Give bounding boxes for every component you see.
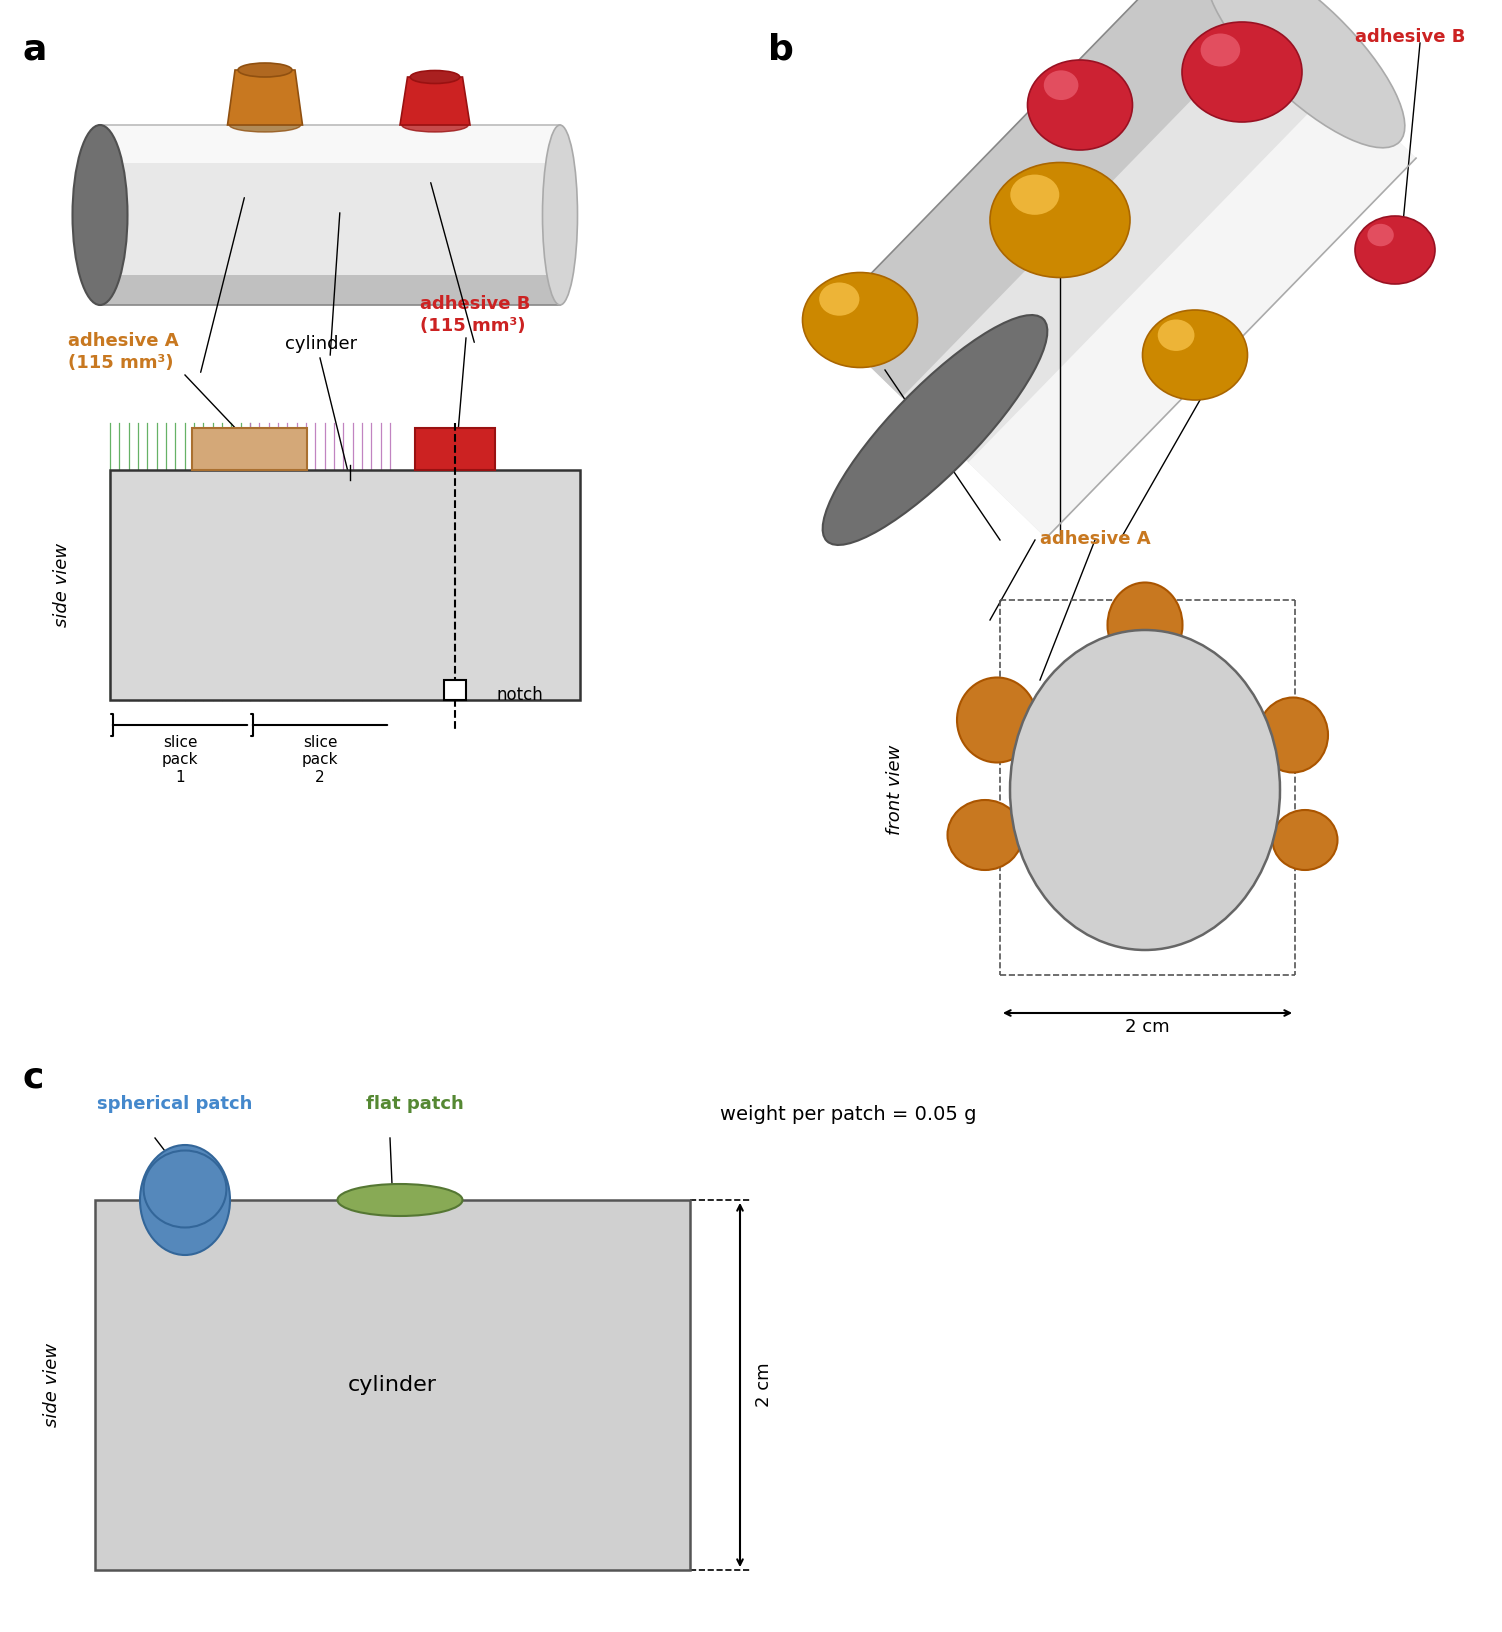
Text: flat patch: flat patch: [366, 1095, 464, 1113]
Polygon shape: [969, 83, 1416, 539]
Text: b: b: [768, 33, 795, 65]
Bar: [415, 428, 496, 470]
Ellipse shape: [1200, 34, 1241, 67]
Bar: [110, 470, 580, 700]
Bar: [192, 428, 306, 470]
Ellipse shape: [1027, 60, 1133, 150]
Bar: [445, 681, 466, 700]
Polygon shape: [825, 0, 1272, 398]
Ellipse shape: [1355, 215, 1434, 284]
Text: adhesive A: adhesive A: [68, 331, 179, 349]
Text: a: a: [23, 33, 47, 65]
Ellipse shape: [823, 315, 1047, 545]
Ellipse shape: [1044, 70, 1078, 100]
Polygon shape: [400, 77, 470, 126]
Ellipse shape: [237, 64, 291, 77]
Ellipse shape: [1143, 310, 1248, 400]
Text: spherical patch: spherical patch: [98, 1095, 252, 1113]
Ellipse shape: [72, 126, 128, 305]
Ellipse shape: [1107, 583, 1182, 667]
Text: cylinder: cylinder: [285, 335, 357, 353]
Ellipse shape: [1011, 175, 1059, 215]
Ellipse shape: [1205, 0, 1404, 149]
Bar: [95, 1200, 689, 1570]
Text: adhesive B: adhesive B: [421, 295, 530, 313]
Text: adhesive A: adhesive A: [1039, 530, 1151, 548]
Text: front view: front view: [886, 744, 904, 836]
Text: (115 mm³): (115 mm³): [68, 354, 174, 372]
Text: c: c: [23, 1061, 44, 1093]
Polygon shape: [101, 276, 560, 305]
Polygon shape: [101, 126, 560, 163]
Ellipse shape: [802, 273, 918, 367]
Ellipse shape: [1009, 630, 1280, 950]
Ellipse shape: [1259, 697, 1328, 772]
Ellipse shape: [230, 118, 300, 132]
Ellipse shape: [819, 282, 859, 315]
Ellipse shape: [1272, 809, 1337, 870]
Text: side view: side view: [44, 1343, 62, 1426]
Ellipse shape: [542, 126, 577, 305]
Text: notch: notch: [496, 685, 542, 703]
Ellipse shape: [1182, 21, 1302, 122]
Text: weight per patch = 0.05 g: weight per patch = 0.05 g: [719, 1105, 976, 1124]
Ellipse shape: [401, 118, 469, 132]
Ellipse shape: [338, 1183, 463, 1216]
Text: cylinder: cylinder: [1105, 801, 1184, 819]
Polygon shape: [825, 0, 1416, 539]
Ellipse shape: [1158, 320, 1194, 351]
Text: adhesive B: adhesive B: [1355, 28, 1464, 46]
Ellipse shape: [990, 163, 1130, 277]
Text: (115 mm³): (115 mm³): [421, 317, 526, 335]
Ellipse shape: [410, 70, 460, 83]
Ellipse shape: [144, 1151, 227, 1227]
Text: side view: side view: [53, 543, 71, 627]
Polygon shape: [227, 70, 302, 126]
Polygon shape: [101, 126, 560, 305]
Text: 2 cm: 2 cm: [1125, 1018, 1170, 1036]
Text: cylinder: cylinder: [348, 1376, 437, 1395]
Ellipse shape: [140, 1146, 230, 1255]
Ellipse shape: [1367, 224, 1394, 246]
Text: 2 cm: 2 cm: [756, 1363, 774, 1407]
Text: slice
pack
2: slice pack 2: [302, 734, 338, 785]
Text: slice
pack
1: slice pack 1: [162, 734, 198, 785]
Ellipse shape: [957, 677, 1036, 762]
Ellipse shape: [948, 800, 1023, 870]
